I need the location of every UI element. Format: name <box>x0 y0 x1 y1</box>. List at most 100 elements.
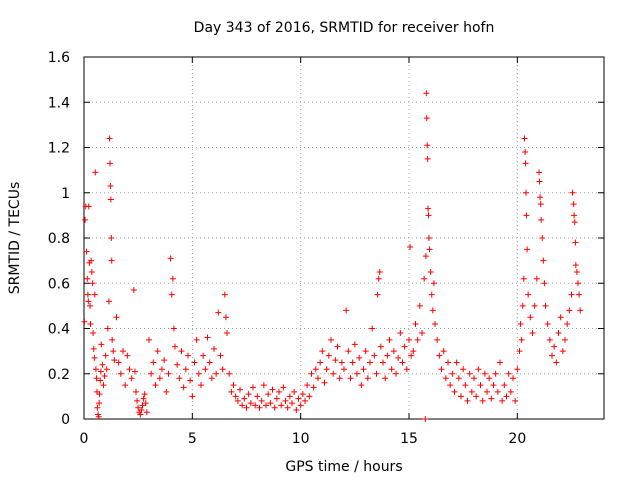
data-point <box>94 404 101 411</box>
data-point <box>204 334 211 341</box>
data-point <box>150 359 157 366</box>
data-point <box>138 406 145 413</box>
data-point <box>397 330 404 337</box>
data-point <box>230 382 237 389</box>
data-point <box>349 359 356 366</box>
data-point <box>85 298 92 305</box>
data-point <box>85 203 92 210</box>
data-point <box>206 359 213 366</box>
data-point <box>120 348 126 355</box>
data-point <box>424 142 431 149</box>
data-point <box>100 382 107 389</box>
data-point <box>422 253 429 260</box>
data-point <box>376 268 383 275</box>
data-point <box>88 257 95 264</box>
data-point <box>191 359 198 366</box>
data-point <box>174 361 181 368</box>
data-point <box>252 402 259 409</box>
data-point <box>341 366 347 373</box>
data-point <box>97 377 104 384</box>
data-point <box>284 404 291 411</box>
data-point <box>460 366 467 373</box>
data-point <box>265 391 272 398</box>
data-point <box>540 257 547 264</box>
data-point <box>304 382 311 389</box>
data-point <box>92 366 99 373</box>
data-point <box>88 268 95 275</box>
data-point <box>110 348 117 355</box>
data-point <box>471 375 477 382</box>
data-point <box>91 291 98 298</box>
data-point <box>522 149 529 156</box>
data-point <box>466 370 473 377</box>
data-point <box>507 388 514 395</box>
data-point <box>488 395 495 402</box>
data-point <box>137 411 144 418</box>
data-point <box>152 382 159 389</box>
x-tick-label: 20 <box>508 431 526 447</box>
data-point <box>451 388 458 395</box>
data-point <box>445 359 451 366</box>
data-point <box>367 359 373 366</box>
axis-ticks: 0 5 10 15 20 0 0.2 0.4 0.6 0.8 1 1.2 1.4 1.6 <box>48 50 604 447</box>
data-point <box>103 366 110 373</box>
data-point <box>117 370 124 377</box>
data-point <box>430 280 437 287</box>
data-point <box>289 400 295 407</box>
data-point <box>455 375 462 382</box>
data-point <box>559 348 566 355</box>
data-point <box>492 370 499 377</box>
data-point <box>386 336 393 343</box>
data-point <box>169 275 176 282</box>
data-point <box>143 409 150 416</box>
data-point <box>468 388 475 395</box>
data-point <box>401 343 408 350</box>
data-point <box>193 336 200 343</box>
data-point <box>232 393 239 400</box>
data-point <box>347 375 354 382</box>
data-point <box>263 402 269 409</box>
data-point <box>369 325 376 332</box>
data-point <box>356 354 363 361</box>
y-axis-label: SRMTID / TECUs <box>7 182 23 295</box>
y-tick-label: 1.6 <box>48 50 70 66</box>
data-point <box>245 391 252 398</box>
data-point <box>163 388 170 395</box>
data-point <box>247 400 254 407</box>
data-point <box>523 189 529 196</box>
data-point <box>375 275 382 282</box>
data-point <box>490 382 497 389</box>
data-point <box>133 388 139 395</box>
data-point <box>106 135 113 142</box>
data-point <box>539 235 546 241</box>
data-point <box>516 348 523 355</box>
data-point <box>571 219 578 226</box>
data-point <box>202 366 209 373</box>
data-point <box>131 368 138 375</box>
data-point <box>464 397 471 404</box>
data-point <box>408 352 415 359</box>
data-point <box>553 359 560 366</box>
data-point <box>529 330 536 337</box>
data-point <box>213 370 220 377</box>
data-point <box>90 345 97 352</box>
data-point <box>519 302 526 309</box>
data-point <box>258 397 265 404</box>
chart-title: Day 343 of 2016, SRMTID for receiver hof… <box>194 20 495 36</box>
y-tick-label: 1.4 <box>48 95 70 111</box>
data-point <box>256 404 263 411</box>
data-point <box>432 320 438 327</box>
data-point <box>566 307 573 314</box>
y-tick-label: 1.2 <box>48 141 70 157</box>
x-tick-label: 15 <box>400 431 418 447</box>
data-point <box>154 348 161 355</box>
data-point <box>423 115 430 122</box>
data-point <box>427 268 434 275</box>
data-point <box>90 330 97 337</box>
data-point <box>360 366 367 373</box>
data-point <box>105 298 112 305</box>
data-point <box>374 291 381 298</box>
data-point <box>122 382 129 389</box>
data-point <box>377 343 384 350</box>
data-point <box>536 169 542 176</box>
